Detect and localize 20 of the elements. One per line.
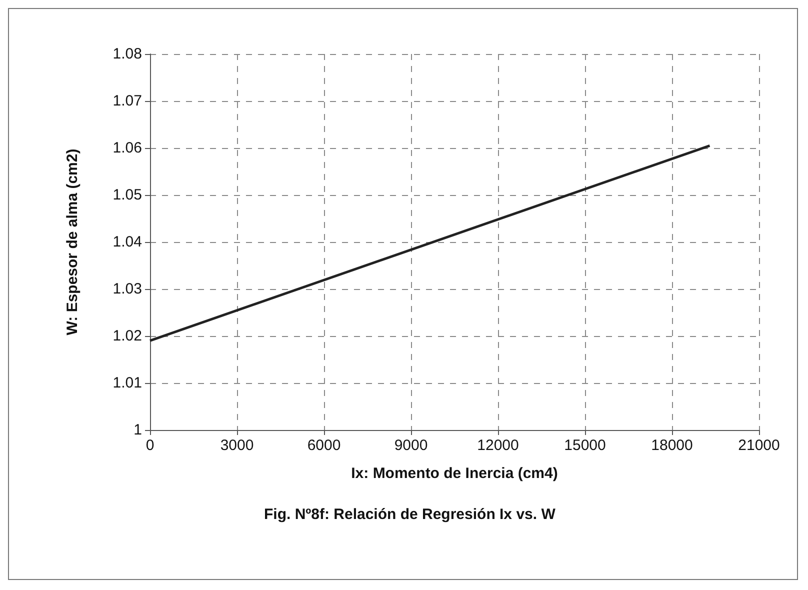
y-tick-label: 1.03	[112, 280, 142, 298]
y-tick-label: 1.05	[112, 186, 142, 204]
x-axis-title: Ix: Momento de Inercia (cm4)	[351, 465, 558, 482]
x-tick-label: 21000	[738, 437, 780, 454]
x-tick-label: 0	[146, 437, 154, 454]
y-axis-title: W: Espesor de alma (cm2)	[64, 148, 81, 336]
x-tick-label: 15000	[564, 437, 606, 454]
x-tick-label: 9000	[394, 437, 428, 454]
y-tick-label: 1.01	[112, 374, 142, 392]
y-tick-label: 1.04	[112, 234, 142, 250]
y-tick-label: 1.08	[112, 46, 142, 62]
x-tick-label: 12000	[477, 437, 519, 454]
y-tick-label: 1.07	[112, 92, 142, 110]
text: Fig. Nº8f: Relación de Regresión Ix vs. W	[264, 506, 556, 523]
x-tick-label: 6000	[307, 437, 341, 454]
x-tick-label: 18000	[651, 437, 693, 454]
y-tick-label: 1.06	[112, 140, 142, 156]
y-tick-label: 1.02	[112, 328, 142, 344]
y-tick-label: 1	[134, 422, 142, 438]
x-tick-label: 3000	[220, 437, 254, 454]
